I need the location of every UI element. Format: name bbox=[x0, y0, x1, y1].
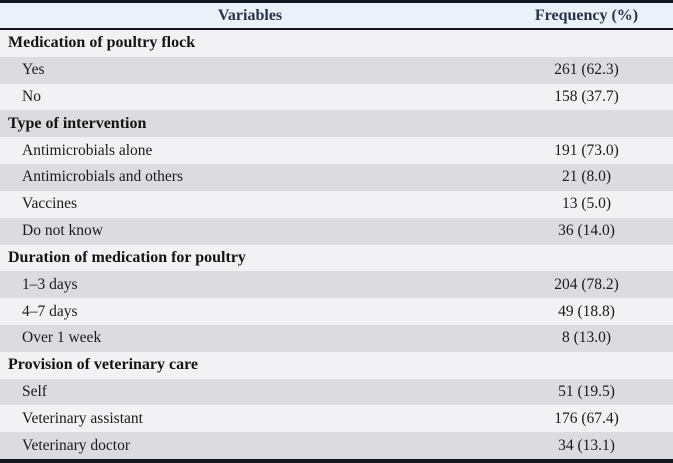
row-label: Do not know bbox=[22, 222, 103, 240]
section-label: Duration of medication for poultry bbox=[8, 248, 246, 266]
row-value: 34 (13.1) bbox=[558, 436, 615, 454]
row-label: Vaccines bbox=[22, 195, 78, 213]
row-value: 261 (62.3) bbox=[554, 61, 619, 79]
section-label: Provision of veterinary care bbox=[8, 356, 199, 374]
table-row: 1–3 days 204 (78.2) bbox=[0, 271, 673, 299]
row-label: Veterinary doctor bbox=[22, 436, 131, 454]
table-row: Veterinary assistant 176 (67.4) bbox=[0, 405, 673, 433]
table-body: Medication of poultry flock Yes 261 (62.… bbox=[0, 30, 673, 459]
row-value: 49 (18.8) bbox=[558, 302, 615, 320]
row-value: 21 (8.0) bbox=[561, 168, 612, 186]
row-label: Antimicrobials alone bbox=[22, 141, 153, 159]
table-row: Vaccines 13 (5.0) bbox=[0, 190, 673, 218]
table-row: Self 51 (19.5) bbox=[0, 378, 673, 406]
table-row: Do not know 36 (14.0) bbox=[0, 217, 673, 245]
section-label: Medication of poultry flock bbox=[8, 34, 196, 52]
table-row: Antimicrobials alone 191 (73.0) bbox=[0, 137, 673, 165]
section-label: Type of intervention bbox=[8, 114, 147, 132]
table-row: Over 1 week 8 (13.0) bbox=[0, 324, 673, 352]
section-row-medication: Medication of poultry flock bbox=[0, 30, 673, 57]
row-label: No bbox=[22, 88, 41, 106]
table-row: Antimicrobials and others 21 (8.0) bbox=[0, 164, 673, 191]
section-row-duration: Duration of medication for poultry bbox=[0, 244, 673, 272]
table-row: 4–7 days 49 (18.8) bbox=[0, 298, 673, 325]
table-header-row: Variables Frequency (%) bbox=[0, 3, 673, 30]
table-row: Yes 261 (62.3) bbox=[0, 56, 673, 84]
row-value: 51 (19.5) bbox=[558, 382, 615, 400]
row-value: 13 (5.0) bbox=[561, 195, 612, 213]
table-row: No 158 (37.7) bbox=[0, 83, 673, 111]
row-value: 8 (13.0) bbox=[561, 329, 612, 347]
row-label: Antimicrobials and others bbox=[22, 168, 183, 186]
row-value: 36 (14.0) bbox=[558, 222, 615, 240]
row-label: 4–7 days bbox=[22, 302, 78, 320]
row-value: 176 (67.4) bbox=[554, 409, 619, 427]
table-row: Veterinary doctor 34 (13.1) bbox=[0, 432, 673, 459]
row-value: 191 (73.0) bbox=[554, 141, 619, 159]
column-header-variables: Variables bbox=[217, 6, 283, 24]
section-row-veterinary-care: Provision of veterinary care bbox=[0, 351, 673, 379]
row-label: 1–3 days bbox=[22, 275, 78, 293]
row-label: Yes bbox=[22, 61, 45, 79]
row-label: Veterinary assistant bbox=[22, 409, 143, 427]
row-value: 204 (78.2) bbox=[554, 275, 619, 293]
row-value: 158 (37.7) bbox=[554, 88, 619, 106]
section-row-intervention: Type of intervention bbox=[0, 110, 673, 138]
row-label: Over 1 week bbox=[22, 329, 102, 347]
row-label: Self bbox=[22, 382, 47, 400]
column-header-frequency: Frequency (%) bbox=[534, 6, 639, 24]
